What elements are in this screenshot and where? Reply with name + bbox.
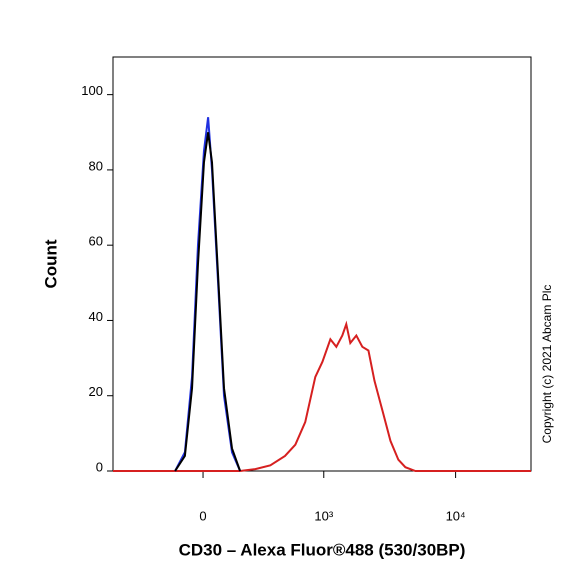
- histogram-line: [174, 132, 242, 472]
- y-tick-label: 60: [89, 234, 103, 249]
- y-tick-label: 0: [96, 459, 103, 474]
- y-tick-label: 40: [89, 309, 103, 324]
- copyright: Copyright (c) 2021 Abcam Plc: [540, 285, 554, 444]
- y-axis-label: Count: [41, 239, 60, 288]
- histogram-line: [174, 117, 242, 472]
- x-tick-label: 10³: [314, 508, 333, 523]
- plot-frame: [112, 56, 532, 472]
- y-tick-label: 20: [89, 384, 103, 399]
- y-tick-label: 80: [89, 158, 103, 173]
- y-tick-label: 100: [81, 83, 103, 98]
- x-tick-label: 0: [199, 508, 206, 523]
- x-axis-label: CD30 – Alexa Fluor®488 (530/30BP): [179, 540, 466, 559]
- histogram-line: [113, 320, 531, 472]
- x-tick-label: 10⁴: [446, 508, 466, 523]
